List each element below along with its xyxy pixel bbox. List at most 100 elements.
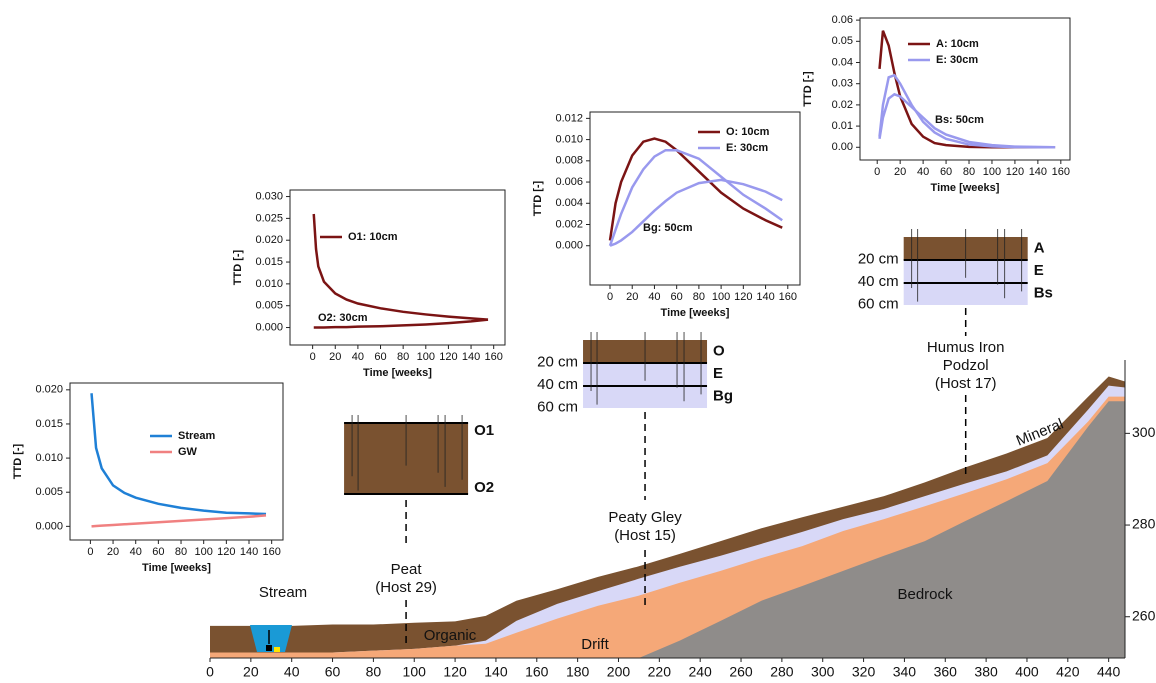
x-tick-label: 400 [1015, 664, 1039, 680]
y-tick-label: 0.06 [832, 14, 853, 26]
stream-label: Stream [259, 584, 307, 601]
y-axis-label: TTD [-] [12, 443, 24, 479]
horizon-label: O1 [474, 422, 494, 439]
depth-label: 20 cm [537, 353, 578, 370]
legend-label: E: 30cm [936, 54, 978, 66]
x-tick-label: 100 [712, 291, 730, 303]
horizon-label: E [713, 365, 723, 382]
y-tick-label: 0.000 [35, 520, 63, 532]
x-tick-label: 200 [607, 664, 631, 680]
x-tick-label: 60 [940, 166, 952, 178]
y-tick-label: 0.002 [555, 218, 583, 230]
y-axis-label: TTD [-] [802, 71, 814, 107]
horizon-label: O2 [474, 479, 494, 496]
y-tick-label: 0.010 [255, 278, 283, 290]
y-tick-label: 0.010 [555, 134, 583, 146]
legend-label: Stream [178, 430, 216, 442]
y-tick-label: 0.025 [255, 212, 283, 224]
x-tick-label: 380 [974, 664, 998, 680]
y-tick-label: 0.000 [255, 321, 283, 333]
x-axis-label: Time [weeks] [363, 367, 432, 379]
legend-label: E: 30cm [726, 142, 768, 154]
series-line [610, 150, 782, 246]
y-tick-label: 280 [1132, 516, 1156, 532]
y-tick-label: 0.015 [255, 256, 283, 268]
y-tick-label: 0.010 [35, 452, 63, 464]
x-tick-label: 0 [206, 664, 214, 680]
legend-label: A: 10cm [936, 38, 979, 50]
layer-label: Drift [581, 636, 609, 653]
x-tick-label: 160 [485, 351, 503, 363]
series-label: O2: 30cm [318, 312, 368, 324]
legend-label: O1: 10cm [348, 231, 398, 243]
horizon-label: Bs [1034, 285, 1053, 302]
x-tick-label: 0 [607, 291, 613, 303]
figure: 0.0000.0050.0100.0150.020020406080100120… [0, 0, 1156, 683]
site-name: Peaty Gley [608, 509, 682, 526]
y-tick-label: 0.01 [832, 120, 853, 132]
x-tick-label: 40 [917, 166, 929, 178]
y-tick-label: 0.008 [555, 155, 583, 167]
x-tick-label: 340 [893, 664, 917, 680]
x-axis-label: Time [weeks] [931, 182, 1000, 194]
x-tick-label: 60 [374, 351, 386, 363]
x-tick-label: 40 [352, 351, 364, 363]
x-tick-label: 240 [688, 664, 712, 680]
depth-label: 40 cm [537, 376, 578, 393]
x-tick-label: 40 [648, 291, 660, 303]
y-tick-label: 0.004 [555, 197, 583, 209]
series-label: Bs: 50cm [935, 114, 984, 126]
x-tick-label: 20 [626, 291, 638, 303]
y-axis-label: TTD [-] [232, 249, 244, 285]
x-tick-label: 80 [397, 351, 409, 363]
site-name: Podzol [943, 357, 989, 374]
x-tick-label: 100 [417, 351, 435, 363]
x-tick-label: 300 [811, 664, 835, 680]
layer-label: Bedrock [897, 586, 953, 603]
x-tick-label: 40 [130, 546, 142, 558]
x-tick-label: 160 [262, 546, 280, 558]
x-tick-label: 140 [484, 664, 508, 680]
x-tick-label: 140 [462, 351, 480, 363]
x-tick-label: 60 [152, 546, 164, 558]
layer-label: Organic [424, 627, 477, 644]
x-tick-label: 320 [852, 664, 876, 680]
legend-label: GW [178, 446, 198, 458]
x-tick-label: 20 [894, 166, 906, 178]
stream-gauge [266, 645, 272, 651]
x-tick-label: 260 [729, 664, 753, 680]
x-tick-label: 100 [195, 546, 213, 558]
site-host: (Host 15) [614, 527, 676, 544]
horizon-label: Bg [713, 388, 733, 405]
y-tick-label: 0.04 [832, 56, 853, 68]
x-tick-label: 360 [934, 664, 958, 680]
y-tick-label: 0.015 [35, 418, 63, 430]
x-tick-label: 80 [693, 291, 705, 303]
depth-label: 60 cm [537, 398, 578, 415]
x-axis-label: Time [weeks] [661, 307, 730, 319]
x-tick-label: 120 [734, 291, 752, 303]
y-tick-label: 0.03 [832, 78, 853, 90]
y-tick-label: 260 [1132, 607, 1156, 623]
y-tick-label: 0.02 [832, 99, 853, 111]
site-name: Humus Iron [927, 339, 1005, 356]
x-tick-label: 440 [1097, 664, 1121, 680]
x-tick-label: 100 [403, 664, 427, 680]
x-tick-label: 0 [310, 351, 316, 363]
x-tick-label: 120 [439, 351, 457, 363]
y-tick-label: 0.005 [255, 300, 283, 312]
y-tick-label: 0.05 [832, 35, 853, 47]
y-tick-label: 0.020 [255, 234, 283, 246]
y-tick-label: 0.00 [832, 141, 853, 153]
x-tick-label: 220 [648, 664, 672, 680]
y-tick-label: 300 [1132, 424, 1156, 440]
x-tick-label: 80 [366, 664, 382, 680]
x-tick-label: 420 [1056, 664, 1080, 680]
x-tick-label: 60 [671, 291, 683, 303]
x-tick-label: 80 [963, 166, 975, 178]
x-tick-label: 20 [329, 351, 341, 363]
x-tick-label: 120 [217, 546, 235, 558]
series-line [314, 214, 488, 320]
x-tick-label: 160 [1052, 166, 1070, 178]
plot-frame [590, 112, 800, 285]
